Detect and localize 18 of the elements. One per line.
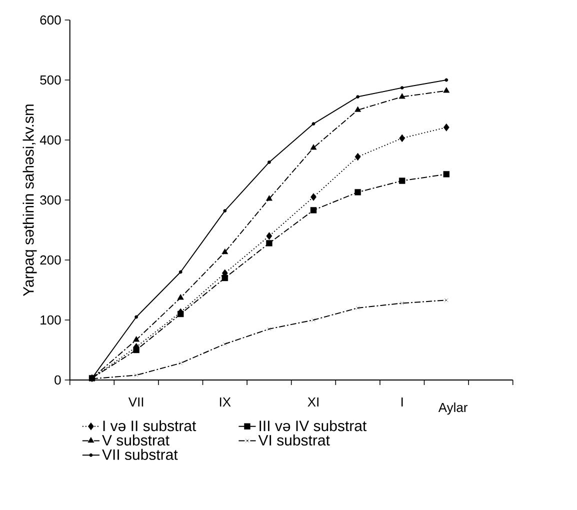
y-tick-label: 500 — [40, 75, 61, 85]
x-tick-label: I — [402, 398, 403, 406]
x-tick-label: VII — [128, 398, 144, 406]
y-tick-label: 0 — [54, 375, 61, 385]
y-tick-label: 100 — [40, 315, 61, 325]
legend-label: VI substrat — [258, 434, 330, 446]
legend-label: I və II substrat — [103, 420, 196, 432]
y-tick-label: 300 — [40, 195, 61, 205]
y-tick-label: 600 — [40, 15, 61, 25]
y-tick-label: 400 — [40, 135, 61, 145]
legend-label: VII substrat — [102, 448, 178, 460]
x-tick-label: IX — [220, 398, 231, 406]
y-axis-title: Yarpaq səthinin sahəsi,kv.sm — [22, 104, 37, 296]
legend-label: III və IV substrat — [260, 420, 367, 432]
legend-label: V substrat — [102, 434, 170, 446]
y-tick-label: 200 — [40, 255, 61, 265]
x-tick-label: XI — [308, 398, 318, 406]
x-axis-title: Aylar — [438, 402, 468, 415]
